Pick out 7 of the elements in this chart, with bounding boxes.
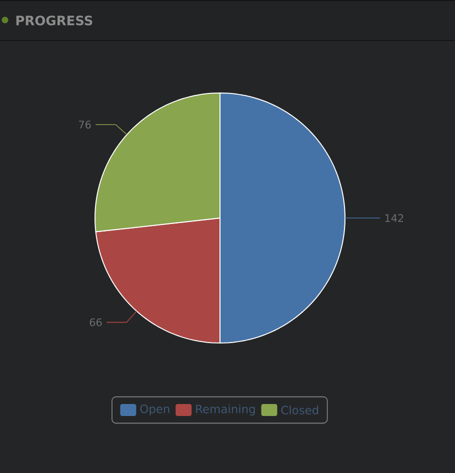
data-label: 66 <box>90 318 102 326</box>
legend-label: Open <box>140 404 170 416</box>
data-label: 142 <box>385 214 404 222</box>
data-label: 76 <box>79 120 91 129</box>
legend-label: Closed <box>281 406 318 414</box>
legend-label: Remaining <box>196 404 255 416</box>
chart-title: PROGRESS <box>16 16 92 26</box>
